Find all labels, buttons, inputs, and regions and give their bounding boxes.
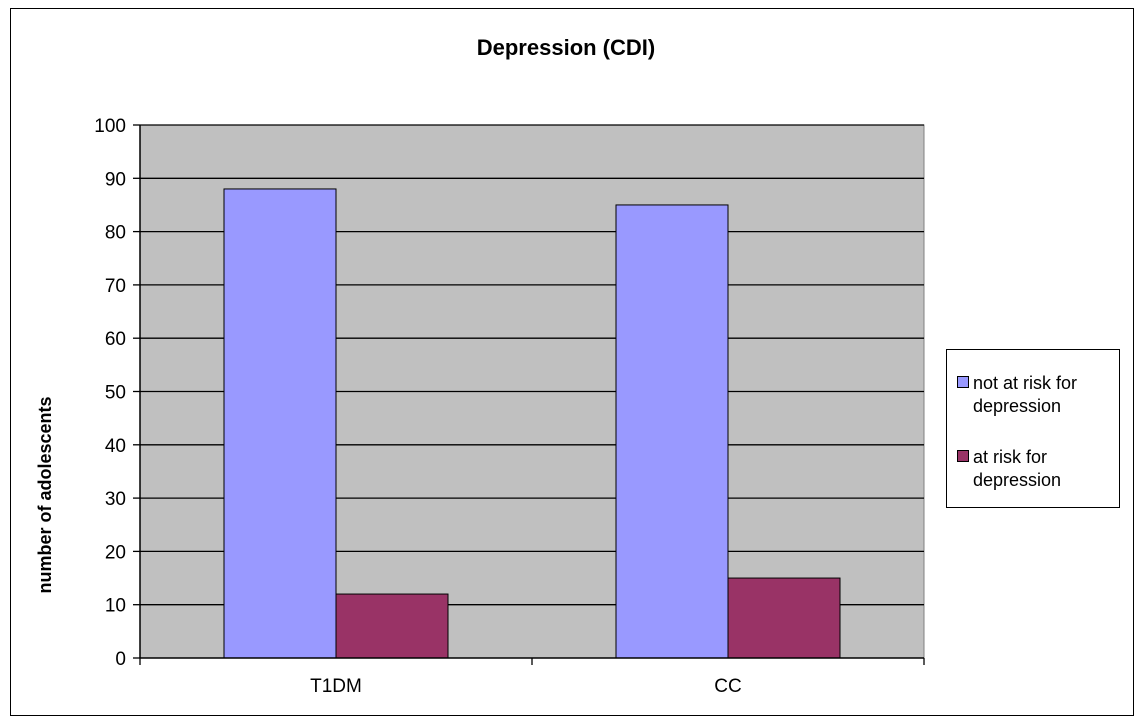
y-tick-label-10: 10 bbox=[105, 596, 126, 617]
bar-t1dm-series-1 bbox=[223, 188, 337, 659]
y-tick-label-20: 20 bbox=[105, 542, 126, 563]
chart-title: Depression (CDI) bbox=[477, 35, 655, 60]
y-tick-label-100: 100 bbox=[94, 116, 126, 137]
bar-t1dm-series-2 bbox=[335, 593, 449, 659]
legend-swatch-not-at-risk bbox=[957, 376, 969, 388]
y-tick-label-0: 0 bbox=[115, 649, 126, 670]
x-tick-label-t1dm: T1DM bbox=[310, 676, 362, 697]
y-tick-label-80: 80 bbox=[105, 223, 126, 244]
x-tick-label-cc: CC bbox=[714, 676, 741, 697]
y-tick-label-40: 40 bbox=[105, 436, 126, 457]
y-tick-label-50: 50 bbox=[105, 383, 126, 404]
legend-item-not-at-risk: not at risk for depression bbox=[957, 372, 1113, 418]
legend: not at risk for depression at risk for d… bbox=[946, 349, 1120, 508]
legend-label-at-risk: at risk for depression bbox=[973, 447, 1062, 490]
legend-label-not-at-risk: not at risk for depression bbox=[973, 373, 1078, 416]
legend-item-at-risk: at risk for depression bbox=[957, 446, 1113, 492]
bar-cc-series-1 bbox=[615, 204, 729, 659]
y-tick-label-70: 70 bbox=[105, 276, 126, 297]
y-tick-label-60: 60 bbox=[105, 329, 126, 350]
y-tick-label-30: 30 bbox=[105, 489, 126, 510]
legend-swatch-at-risk bbox=[957, 450, 969, 462]
y-tick-label-90: 90 bbox=[105, 169, 126, 190]
y-axis-label: number of adolescents bbox=[35, 396, 55, 593]
bar-cc-series-2 bbox=[727, 577, 841, 659]
